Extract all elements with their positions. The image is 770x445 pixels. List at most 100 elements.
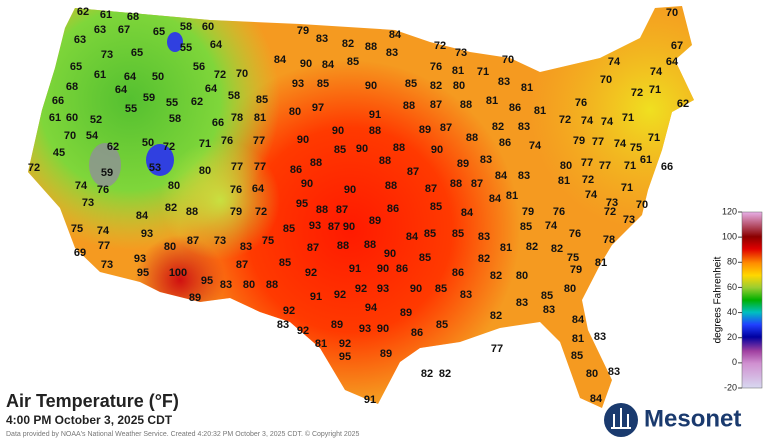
station-temp: 70	[636, 199, 648, 211]
station-temp: 87	[336, 204, 348, 216]
station-temp: 84	[322, 59, 335, 71]
station-temp: 58	[180, 21, 192, 33]
station-temp: 81	[452, 65, 464, 77]
station-temp: 83	[460, 289, 472, 301]
station-temp: 82	[421, 368, 433, 380]
station-temp: 45	[53, 147, 65, 159]
station-temp: 81	[506, 190, 518, 202]
station-temp: 81	[534, 105, 546, 117]
station-temp: 82	[492, 121, 504, 133]
station-temp: 61	[49, 112, 61, 124]
station-temp: 83	[316, 33, 328, 45]
station-temp: 81	[521, 82, 533, 94]
station-temp: 89	[400, 307, 412, 319]
station-temp: 91	[369, 109, 381, 121]
station-temp: 50	[152, 71, 164, 83]
station-temp: 76	[221, 135, 233, 147]
station-temp: 77	[491, 343, 503, 355]
station-temp: 78	[231, 112, 243, 124]
station-temp: 86	[387, 203, 399, 215]
station-temp: 88	[337, 240, 349, 252]
station-temp: 76	[553, 206, 565, 218]
station-temp: 87	[430, 99, 442, 111]
station-temp: 90	[410, 283, 422, 295]
station-temp: 84	[274, 54, 287, 66]
station-temp: 88	[385, 180, 397, 192]
colorbar-tick-label: 0	[732, 357, 737, 367]
station-temp: 90	[301, 178, 313, 190]
station-temp: 71	[622, 112, 634, 124]
station-temp: 83	[386, 47, 398, 59]
station-temp: 83	[478, 231, 490, 243]
station-temp: 79	[573, 135, 585, 147]
station-temp: 88	[364, 239, 376, 251]
station-temp: 90	[377, 263, 389, 275]
station-temp: 62	[77, 6, 89, 18]
station-temp: 70	[502, 54, 514, 66]
station-temp: 92	[297, 325, 309, 337]
station-temp: 79	[230, 206, 242, 218]
station-temp: 84	[590, 393, 603, 405]
station-temp: 66	[52, 95, 64, 107]
station-temp: 88	[450, 178, 462, 190]
station-temp: 71	[649, 84, 661, 96]
station-temp: 73	[82, 197, 94, 209]
station-temp: 84	[406, 231, 419, 243]
station-temp: 85	[347, 56, 359, 68]
station-temp: 90	[332, 125, 344, 137]
station-temp: 66	[212, 117, 224, 129]
station-temp: 94	[365, 302, 378, 314]
station-temp: 90	[300, 58, 312, 70]
station-temp: 81	[558, 175, 570, 187]
station-temp: 62	[191, 96, 203, 108]
station-temp: 76	[569, 228, 581, 240]
station-temp: 75	[567, 252, 579, 264]
colorbar-ticks: 120 100 80 60 40 20 0 -20	[722, 206, 742, 392]
station-temp: 82	[551, 243, 563, 255]
station-temp: 88	[266, 279, 278, 291]
station-temp: 74	[97, 225, 110, 237]
station-temp: 71	[199, 138, 211, 150]
colorbar-label: degrees Fahrenheit	[713, 256, 724, 343]
station-temp: 93	[292, 78, 304, 90]
station-temp: 82	[165, 202, 177, 214]
station-temp: 71	[477, 66, 489, 78]
station-temp: 61	[94, 69, 106, 81]
station-temp: 92	[334, 289, 346, 301]
station-temp: 87	[407, 166, 419, 178]
station-temp: 72	[559, 114, 571, 126]
station-temp: 85	[435, 283, 447, 295]
colorbar-tick-label: 60	[727, 282, 737, 292]
station-temp: 92	[283, 305, 295, 317]
station-temp: 62	[107, 141, 119, 153]
station-temp: 90	[297, 134, 309, 146]
station-temp: 82	[430, 80, 442, 92]
station-temp: 84	[136, 210, 149, 222]
station-temp: 87	[328, 221, 340, 233]
station-temp: 72	[604, 206, 616, 218]
station-temp: 80	[199, 165, 211, 177]
station-temp: 68	[66, 81, 78, 93]
station-temp: 64	[210, 39, 223, 51]
station-temp: 70	[666, 7, 678, 19]
station-temp: 77	[599, 160, 611, 172]
station-temp: 100	[169, 267, 187, 279]
station-temp: 56	[193, 61, 205, 73]
station-temp: 83	[277, 319, 289, 331]
station-temp: 92	[305, 267, 317, 279]
station-temp: 88	[403, 100, 415, 112]
station-temp: 79	[297, 25, 309, 37]
station-temp: 71	[624, 160, 636, 172]
station-temp: 80	[453, 80, 465, 92]
station-temp: 90	[384, 248, 396, 260]
station-temp: 89	[380, 348, 392, 360]
station-temp: 77	[581, 157, 593, 169]
station-temp: 88	[460, 99, 472, 111]
station-temp: 82	[439, 368, 451, 380]
station-temp: 86	[509, 102, 521, 114]
station-temp: 76	[230, 184, 242, 196]
colorbar-tick-label: 100	[722, 232, 737, 242]
station-temp: 55	[125, 103, 137, 115]
logo-glyph	[611, 408, 631, 429]
station-temp: 66	[661, 161, 673, 173]
